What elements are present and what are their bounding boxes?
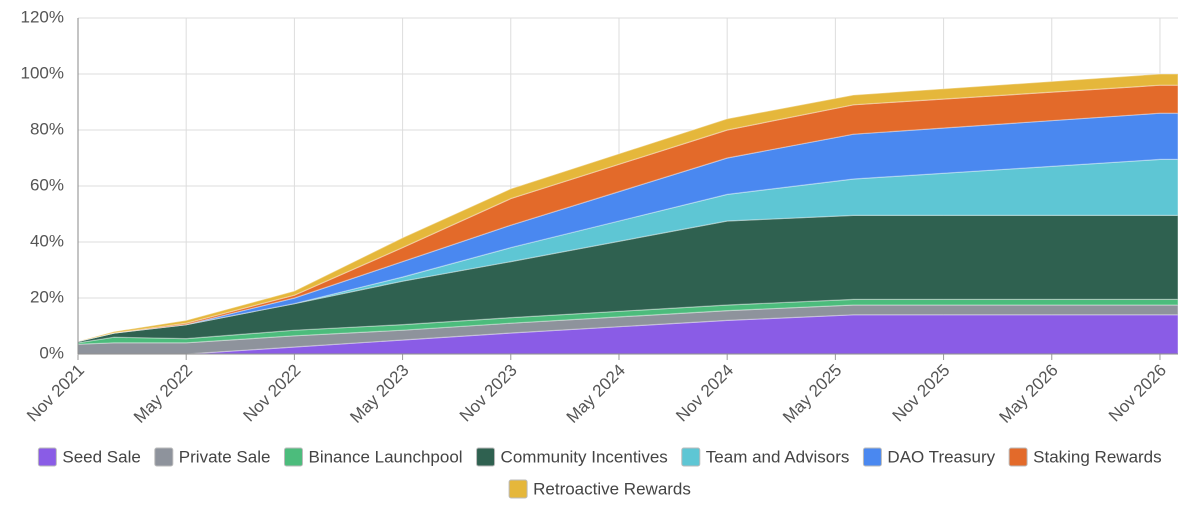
- legend-label: Retroactive Rewards: [533, 479, 691, 498]
- legend-label: Seed Sale: [62, 447, 140, 466]
- legend-label: Staking Rewards: [1033, 447, 1162, 466]
- legend-swatch: [681, 447, 701, 467]
- x-tick-label: May 2023: [346, 361, 412, 427]
- x-tick-label: Nov 2025: [889, 361, 954, 426]
- legend-item[interactable]: Team and Advisors: [681, 447, 850, 467]
- legend-swatch: [37, 447, 57, 467]
- legend-swatch: [154, 447, 174, 467]
- x-tick-label: May 2025: [779, 361, 845, 427]
- y-tick-label: 60%: [30, 175, 64, 194]
- x-tick-label: Nov 2021: [23, 361, 88, 426]
- x-tick-label: Nov 2024: [672, 361, 737, 426]
- legend-label: Binance Launchpool: [308, 447, 462, 466]
- x-tick-label: May 2026: [996, 361, 1062, 427]
- x-tick-label: May 2022: [130, 361, 196, 427]
- legend-swatch: [1008, 447, 1028, 467]
- y-tick-label: 100%: [21, 63, 64, 82]
- legend-item[interactable]: Staking Rewards: [1008, 447, 1162, 467]
- y-tick-label: 40%: [30, 231, 64, 250]
- legend-label: Team and Advisors: [706, 447, 850, 466]
- x-tick-label: Nov 2022: [239, 361, 304, 426]
- x-tick-label: Nov 2023: [456, 361, 521, 426]
- legend: Seed Sale Private Sale Binance Launchpool C…: [37, 447, 1162, 499]
- legend-item[interactable]: Seed Sale: [37, 447, 141, 467]
- legend-item[interactable]: Retroactive Rewards: [508, 479, 691, 499]
- y-tick-label: 120%: [21, 7, 64, 26]
- legend-label: Private Sale: [179, 447, 271, 466]
- legend-item[interactable]: Private Sale: [154, 447, 271, 467]
- y-tick-label: 20%: [30, 287, 64, 306]
- legend-item[interactable]: Community Incentives: [476, 447, 668, 467]
- legend-swatch: [862, 447, 882, 467]
- legend-swatch: [476, 447, 496, 467]
- legend-label: DAO Treasury: [887, 447, 995, 466]
- y-tick-label: 80%: [30, 119, 64, 138]
- legend-item[interactable]: DAO Treasury: [862, 447, 996, 467]
- y-tick-label: 0%: [39, 343, 64, 362]
- area: [77, 73, 1179, 342]
- legend-swatch: [283, 447, 303, 467]
- x-tick-label: Nov 2026: [1105, 361, 1170, 426]
- legend-swatch: [508, 479, 528, 499]
- legend-label: Community Incentives: [501, 447, 668, 466]
- legend-item[interactable]: Binance Launchpool: [283, 447, 463, 467]
- x-tick-label: May 2024: [563, 361, 629, 427]
